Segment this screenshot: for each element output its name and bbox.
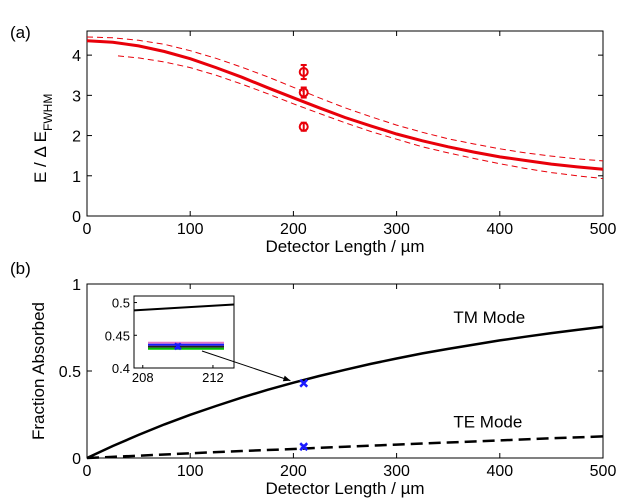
inset-content: 208 212 0.4 0.45 0.5 (105, 296, 235, 385)
inset-y-tick-label: 0.45 (105, 328, 130, 343)
panel-a-y-axis-label-sub: FWHM (41, 94, 55, 131)
panel-b-data-point-stroke (299, 442, 309, 452)
panel-a-y-tick-label: 4 (72, 48, 81, 65)
inset-x-tick-label: 208 (132, 370, 154, 385)
panel-b-y-tick-label: 0 (72, 451, 81, 468)
panel-a-x-tick-label: 500 (590, 221, 617, 238)
panel-a-label: (a) (10, 23, 31, 42)
panel-b-points (299, 378, 309, 452)
inset-y-tick-label: 0.5 (112, 296, 130, 311)
inset-pointer-arrowhead (282, 375, 291, 382)
panel-b-series (86, 325, 604, 460)
panel-a-x-tick-label: 400 (486, 221, 513, 238)
panel-b-annotations: TM Mode TE Mode (453, 308, 525, 431)
inset-tm-curve (133, 303, 235, 312)
panel-a-series (86, 36, 604, 180)
inset-data-point-stroke (173, 342, 182, 351)
panel-a-x-axis-label: Detector Length / µm (265, 237, 424, 256)
panel-a-y-tick-label: 3 (72, 88, 81, 105)
panel-a-bound-line (117, 55, 604, 180)
inset-pointer-arrow (201, 350, 291, 382)
panel-a-x-tick-label: 300 (383, 221, 410, 238)
panel-a-bound-line (86, 36, 604, 162)
panel-b-x-tick-label: 100 (177, 463, 204, 480)
panel-b-label: (b) (10, 259, 31, 278)
panel-b-x-tick-label: 200 (280, 463, 307, 480)
panel-b-y-tick-label: 1 (72, 277, 81, 294)
panel-b-y-axis-label: Fraction Absorbed (29, 302, 48, 440)
svg-text:E / Δ EFWHM: E / Δ EFWHM (31, 94, 55, 183)
panel-b-x-tick-label: 500 (590, 463, 617, 480)
panel-b-x-axis-label: Detector Length / µm (265, 479, 424, 498)
panel-b-x-tick-label: 400 (486, 463, 513, 480)
inset: 208 212 0.4 0.45 0.5 (103, 291, 291, 386)
inset-y-tick-label: 0.4 (112, 361, 130, 376)
panel-a-points (298, 63, 309, 132)
inset-x-tick-label: 212 (202, 370, 224, 385)
panel-a-x-tick-label: 100 (177, 221, 204, 238)
panel-a-x-tick-label: 200 (280, 221, 307, 238)
tm-mode-line (86, 325, 604, 460)
panel-a-y-tick-label: 2 (72, 129, 81, 146)
panel-a-y-tick-label: 1 (72, 169, 81, 186)
panel-a: (a) 0 100 200 300 400 500 0 1 2 3 4 Detector Leng… (10, 23, 616, 256)
panel-a-data-point (298, 121, 309, 132)
panel-b-y-ticks: 00.51 (59, 277, 603, 468)
te-mode-label: TE Mode (453, 413, 522, 432)
panel-a-axes-box (86, 30, 604, 217)
panel-b-data-point-stroke (299, 378, 309, 388)
panel-b-x-tick-label: 300 (383, 463, 410, 480)
panel-b-y-tick-label: 0.5 (59, 364, 81, 381)
tm-mode-label: TM Mode (453, 308, 525, 327)
panel-a-y-axis-label-main: E / Δ E (31, 131, 50, 183)
panel-a-data-point (298, 67, 309, 78)
panel-a-x-tick-label: 0 (83, 221, 92, 238)
panel-a-data-point (298, 87, 309, 98)
panel-a-y-ticks: 0 1 2 3 4 (72, 48, 603, 226)
panel-b-x-tick-label: 0 (83, 463, 92, 480)
panel-a-y-tick-label: 0 (72, 209, 81, 226)
panel-a-fit-line (86, 39, 604, 171)
panel-a-x-ticks: 0 100 200 300 400 500 (83, 31, 617, 238)
panel-a-y-axis-label: E / Δ EFWHM (31, 94, 55, 183)
te-mode-line (86, 435, 604, 460)
panel-b-x-ticks: 0 100 200 300 400 500 (83, 284, 617, 480)
